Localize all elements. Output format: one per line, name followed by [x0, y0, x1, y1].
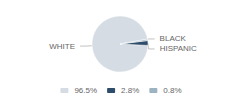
svg-text:0.8%: 0.8% [163, 86, 181, 95]
svg-text:WHITE: WHITE [49, 42, 75, 51]
svg-text:2.8%: 2.8% [121, 86, 139, 95]
svg-text:96.5%: 96.5% [74, 86, 97, 95]
svg-text:BLACK: BLACK [160, 34, 187, 43]
svg-text:HISPANIC: HISPANIC [160, 44, 197, 53]
